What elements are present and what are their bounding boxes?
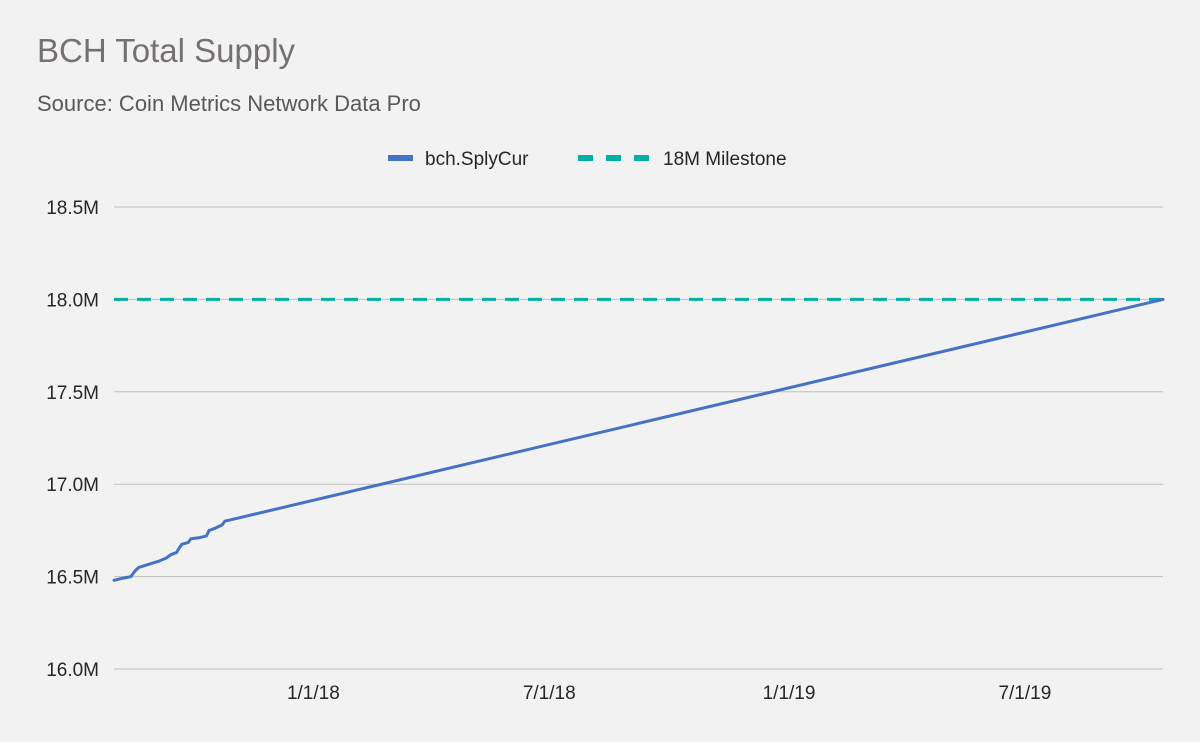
y-axis: 16.0M 16.5M 17.0M 17.5M 18.0M 18.5M [46,198,99,681]
gridlines [114,206,1163,670]
y-tick-label-1: 16.5M [46,568,99,589]
x-tick-label-2: 1/1/19 [763,683,816,704]
plot-area [112,297,1165,582]
y-tick-label-3: 17.5M [46,383,99,404]
y-tick-label-0: 16.0M [46,660,99,681]
x-tick-label-0: 1/1/18 [287,683,340,704]
x-tick-label-1: 7/1/18 [523,683,576,704]
supply-line [112,297,1165,582]
y-tick-label-5: 18.5M [46,198,99,219]
legend-label-supply: bch.SplyCur [425,149,529,170]
legend-label-milestone: 18M Milestone [663,149,787,170]
chart-title: BCH Total Supply [37,32,296,69]
chart-subtitle: Source: Coin Metrics Network Data Pro [37,91,421,116]
x-tick-label-3: 7/1/19 [998,683,1051,704]
x-axis: 1/1/18 7/1/18 1/1/19 7/1/19 [287,683,1051,704]
chart-legend: bch.SplyCur 18M Milestone [388,149,787,170]
y-tick-label-4: 18.0M [46,290,99,311]
y-tick-label-2: 17.0M [46,475,99,496]
